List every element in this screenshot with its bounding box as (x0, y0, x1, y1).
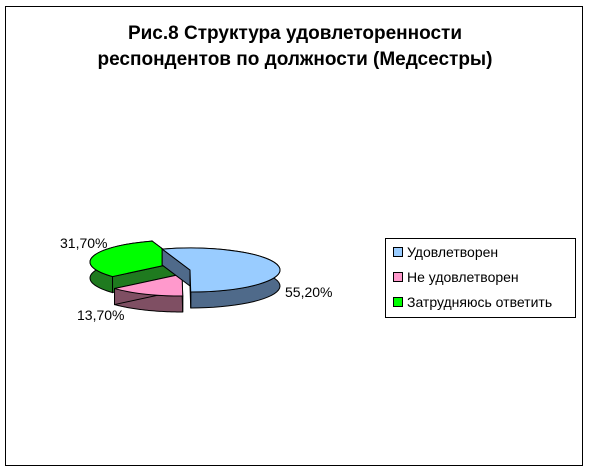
data-label-satisfied: 55,20% (285, 284, 332, 300)
legend-swatch (393, 247, 403, 257)
chart-frame: Рис.8 Структура удовлеторенности респонд… (5, 6, 583, 466)
legend-label: Затрудняюсь ответить (407, 294, 553, 310)
legend-swatch (393, 297, 403, 307)
slice-not-satisfied-top (114, 273, 184, 297)
chart-title-line-2: респондентов по должности (Медсестры) (97, 49, 493, 70)
legend-item-hard-to-answer: Затрудняюсь ответить (393, 294, 552, 310)
slice-not-satisfied (114, 273, 184, 313)
chart-legend: Удовлетворен Не удовлетворен Затрудняюсь… (385, 238, 576, 318)
legend-swatch (393, 272, 403, 282)
slice-hard-to-answer-top (89, 240, 182, 278)
chart-title: Рис.8 Структура удовлеторенности респонд… (6, 21, 584, 73)
legend-label: Не удовлетворен (407, 269, 519, 285)
legend-item-not-satisfied: Не удовлетворен (393, 269, 519, 285)
slice-satisfied (160, 247, 281, 309)
legend-item-satisfied: Удовлетворен (393, 244, 498, 260)
slice-satisfied-top (160, 247, 281, 293)
legend-label: Удовлетворен (407, 244, 499, 260)
data-label-not-satisfied: 13,70% (77, 307, 124, 323)
data-label-hard-to-answer: 31,70% (60, 235, 107, 251)
chart-title-line-1: Рис.8 Структура удовлеторенности (127, 23, 463, 44)
